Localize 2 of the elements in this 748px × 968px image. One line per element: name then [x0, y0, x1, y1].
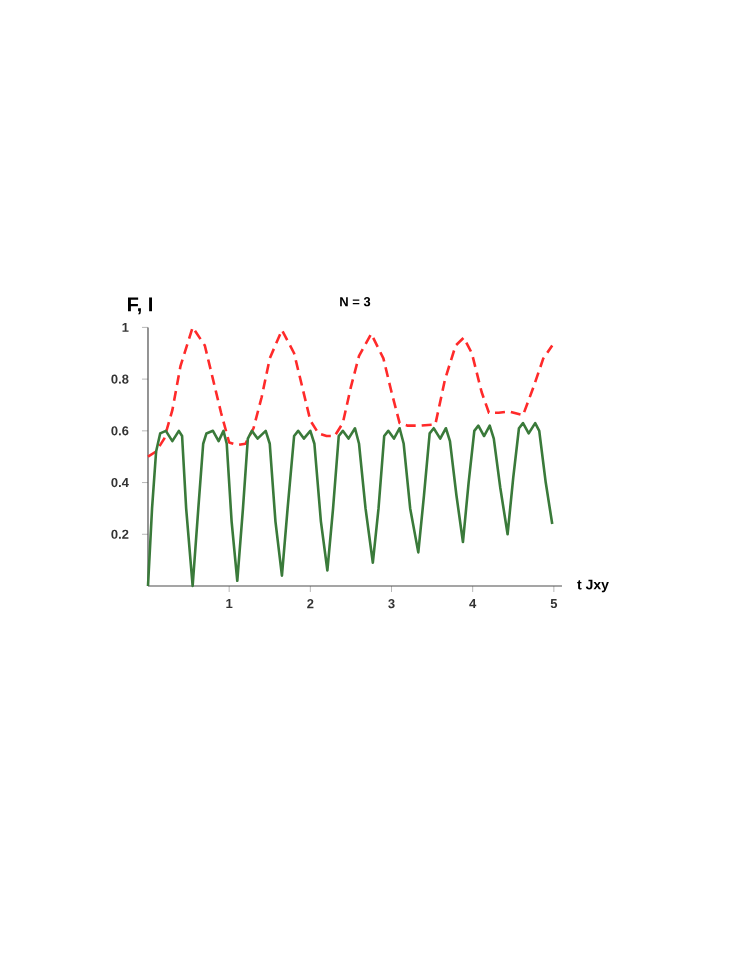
- y-axis-title: F, I: [128, 297, 152, 315]
- line-series: [146, 421, 554, 588]
